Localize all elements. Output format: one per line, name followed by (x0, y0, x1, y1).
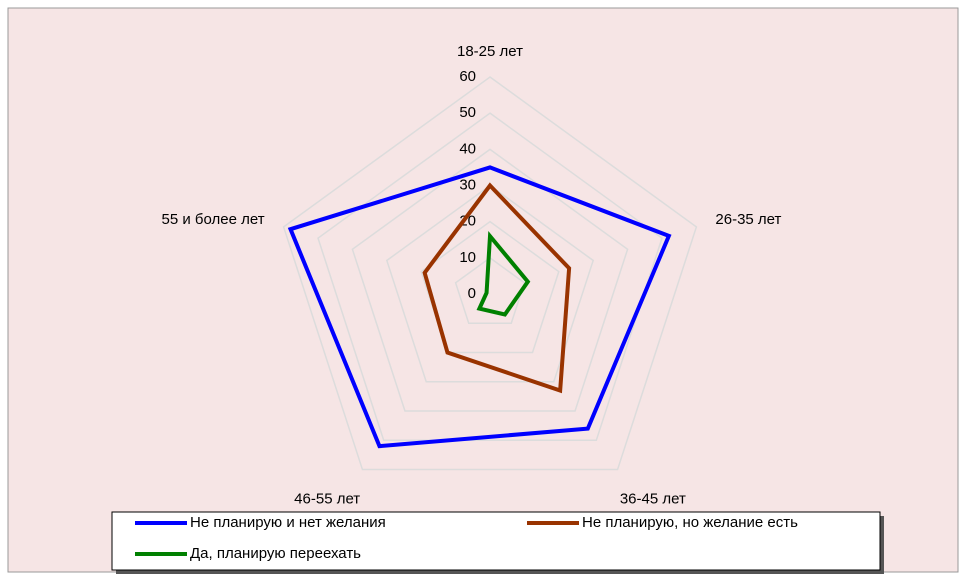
grid-line (317, 112, 663, 442)
category-label: 26-35 лет (715, 211, 781, 228)
grid-line (454, 256, 526, 325)
y-tick-label: 10 (459, 249, 476, 266)
legend (111, 511, 881, 571)
y-tick-label: 30 (459, 176, 476, 193)
series-line (287, 165, 672, 449)
legend-label: Не планирую, но желание есть (582, 514, 798, 531)
grid-line (351, 148, 629, 412)
series-line (422, 182, 572, 394)
category-label: 18-25 лет (457, 43, 523, 60)
y-tick-label: 20 (459, 213, 476, 230)
y-tick-label: 0 (468, 285, 476, 302)
grid-line (282, 76, 698, 471)
y-tick-label: 50 (459, 104, 476, 121)
legend-label: Да, планирую переехать (190, 545, 361, 562)
series-line (476, 230, 531, 317)
y-tick-label: 40 (459, 140, 476, 157)
grid-line (385, 184, 595, 383)
category-label: 55 и более лет (162, 211, 265, 228)
category-label: 46-55 лет (294, 491, 360, 508)
y-tick-label: 60 (459, 68, 476, 85)
chart-area (7, 7, 959, 573)
category-label: 36-45 лет (620, 491, 686, 508)
legend-label: Не планирую и нет желания (190, 514, 386, 531)
